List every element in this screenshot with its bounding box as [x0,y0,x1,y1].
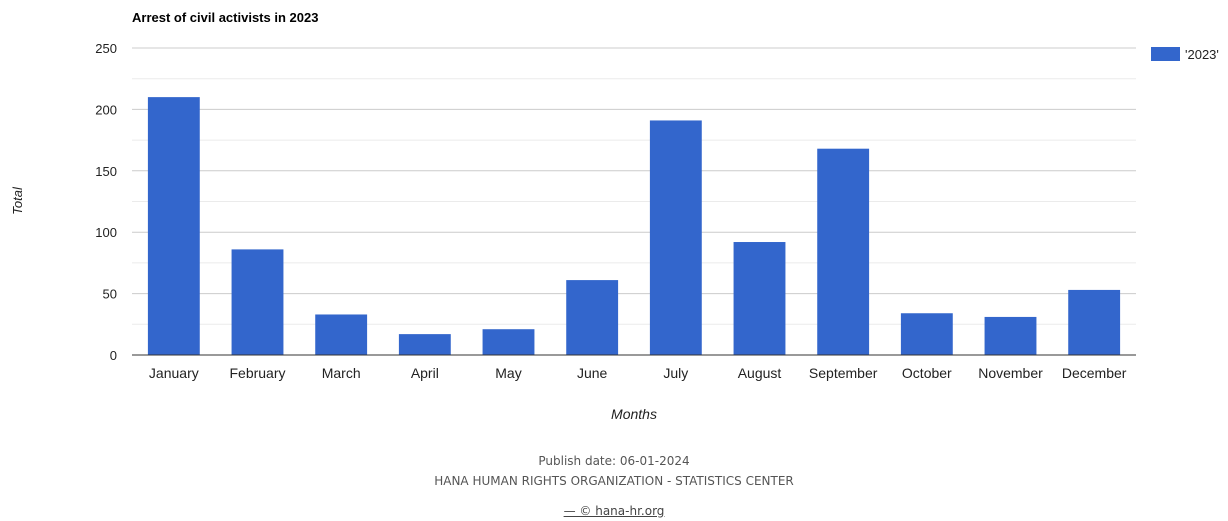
legend-swatch [1151,47,1180,61]
x-tick-label: December [1062,365,1127,381]
bar-september[interactable] [817,148,870,355]
organization-name: HANA HUMAN RIGHTS ORGANIZATION - STATIST… [434,474,794,488]
y-tick-label: 250 [95,41,117,56]
bar-june[interactable] [566,280,619,355]
y-axis-ticks: 0 50 100 150 200 250 [95,41,117,363]
x-tick-label: May [495,365,521,381]
x-axis-ticks: January February March April May June July Augu… [149,365,1127,381]
x-axis-label: Months [611,406,657,422]
y-tick-label: 150 [95,164,117,179]
chart-title: Arrest of civil activists in 2023 [132,10,318,25]
bar-april[interactable] [398,334,451,355]
bars [147,97,1121,356]
publish-date: Publish date: 06-01-2024 [538,454,690,468]
x-tick-label: August [738,365,782,381]
x-tick-label: September [809,365,878,381]
bar-august[interactable] [733,242,786,355]
bar-january[interactable] [147,97,200,356]
bar-october[interactable] [900,313,953,355]
x-tick-label: June [577,365,608,381]
bar-may[interactable] [482,329,535,355]
gridlines [132,47,1136,325]
x-tick-label: January [149,365,199,381]
y-tick-label: 200 [95,102,117,117]
x-tick-label: November [978,365,1043,381]
x-tick-label: April [411,365,439,381]
bar-march[interactable] [315,314,368,355]
x-tick-label: July [663,365,688,381]
legend-label: '2023' [1185,47,1219,62]
bar-july[interactable] [649,120,702,356]
y-tick-label: 0 [110,348,117,363]
y-tick-label: 50 [103,287,117,302]
x-tick-label: February [229,365,285,381]
y-tick-label: 100 [95,225,117,240]
bar-december[interactable] [1068,289,1121,355]
x-tick-label: October [902,365,952,381]
site-link[interactable]: — © hana-hr.org [563,504,665,518]
legend[interactable]: '2023' [1151,47,1219,62]
x-tick-label: March [322,365,361,381]
bar-february[interactable] [231,249,284,355]
y-axis-label: Total [10,186,25,215]
bar-november[interactable] [984,316,1037,355]
